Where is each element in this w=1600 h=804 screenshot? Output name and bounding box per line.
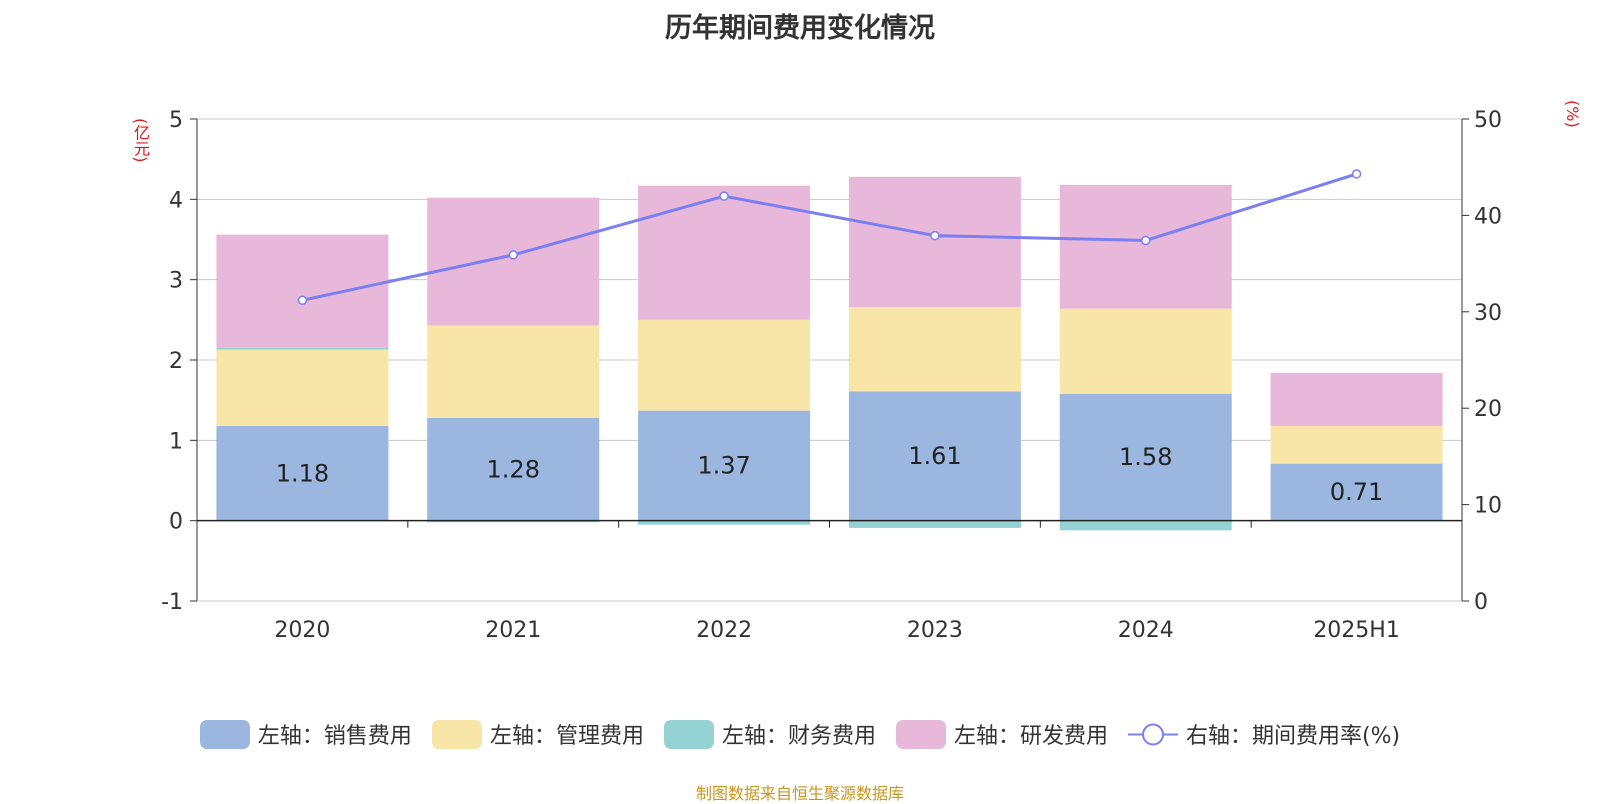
right-tick-label: 10 (1474, 494, 1502, 519)
right-tick-label: 0 (1474, 590, 1488, 615)
legend-item-rate[interactable]: 右轴：期间费用率(%) (1127, 718, 1401, 750)
left-tick-label: 2 (169, 349, 183, 374)
legend-label-finance: 左轴：财务费用 (721, 724, 876, 749)
bar-segment (1059, 393, 1232, 521)
x-tick-label: 2025H1 (1313, 618, 1400, 643)
bar-segment (638, 520, 811, 525)
bar-data-label: 1.37 (697, 452, 750, 480)
chart-plot: -1012345010203040501.1820201.2820211.372… (161, 108, 1502, 643)
rate-line (302, 172, 1358, 302)
x-tick-label: 2022 (696, 618, 752, 643)
right-tick-label: 40 (1474, 204, 1502, 229)
rate-point (1351, 169, 1362, 179)
legend-label-rate: 右轴：期间费用率(%) (1185, 724, 1401, 749)
left-tick-label: 5 (169, 108, 183, 133)
bar-segment (1059, 184, 1232, 309)
rate-point (719, 191, 729, 201)
bar-data-label: 0.71 (1330, 478, 1383, 506)
bar-data-label: 1.28 (487, 455, 540, 483)
legend-item-finance[interactable]: 左轴：财务费用 (663, 718, 876, 750)
legend-item-sales[interactable]: 左轴：销售费用 (199, 718, 412, 750)
left-tick-label: -1 (161, 590, 183, 615)
x-tick-label: 2023 (907, 618, 963, 643)
bar-segment (427, 520, 600, 523)
legend-label-rd: 左轴：研发费用 (953, 724, 1108, 749)
bar-data-label: 1.18 (276, 459, 329, 487)
left-tick-label: 4 (169, 188, 183, 213)
x-tick-label: 2021 (485, 618, 541, 643)
legend-swatch-finance (663, 719, 714, 749)
bar-segment (427, 325, 600, 418)
bar-segment (638, 410, 811, 521)
bar-segment (1270, 463, 1443, 521)
left-tick-label: 3 (169, 269, 183, 294)
rate-point (297, 295, 308, 305)
legend-item-admin[interactable]: 左轴：管理费用 (431, 718, 644, 750)
rate-point (508, 250, 518, 260)
bar-segment (848, 520, 1021, 528)
bar-segment (216, 347, 389, 350)
bar-segment (216, 349, 389, 426)
bar-segment (216, 234, 389, 348)
bar-segment (1059, 520, 1232, 531)
bar-segment (427, 197, 600, 326)
legend-swatch-rate-icon (1127, 723, 1178, 745)
bar-segment (216, 425, 389, 521)
rate-point (1141, 235, 1151, 246)
bar-data-label: 1.58 (1119, 443, 1172, 471)
bar-data-label: 1.61 (908, 442, 961, 470)
bar-segment (1059, 308, 1232, 394)
source-note: 制图数据来自恒生聚源数据库 (695, 784, 904, 803)
legend-swatch-sales (199, 719, 250, 749)
right-tick-label: 30 (1474, 301, 1502, 326)
right-axis-unit: (%) (1563, 100, 1582, 128)
left-tick-label: 0 (169, 510, 183, 535)
legend-label-sales: 左轴：销售费用 (257, 724, 412, 749)
bar-segment (638, 185, 811, 320)
bar-segment (848, 176, 1021, 307)
x-tick-label: 2024 (1118, 618, 1174, 643)
chart-title: 历年期间费用变化情况 (665, 13, 935, 44)
bar-segment (427, 417, 600, 521)
right-tick-label: 50 (1474, 108, 1502, 133)
bar-segment (848, 391, 1021, 521)
bar-segment (1270, 425, 1443, 464)
left-tick-label: 1 (169, 429, 183, 454)
left-axis-unit: (亿元) (131, 118, 150, 163)
legend-swatch-rd (895, 719, 946, 749)
right-tick-label: 20 (1474, 397, 1502, 422)
rate-point (930, 230, 940, 241)
legend-swatch-admin (431, 719, 482, 749)
bar-segment (638, 319, 811, 411)
legend-label-admin: 左轴：管理费用 (489, 724, 644, 749)
bar-segment (1270, 372, 1443, 426)
legend: 左轴：销售费用 左轴：管理费用 左轴：财务费用 左轴：研发费用 右轴：期间费用率… (0, 718, 1600, 750)
legend-item-rd[interactable]: 左轴：研发费用 (895, 718, 1108, 750)
bar-segment (848, 306, 1021, 392)
x-tick-label: 2020 (274, 618, 330, 643)
